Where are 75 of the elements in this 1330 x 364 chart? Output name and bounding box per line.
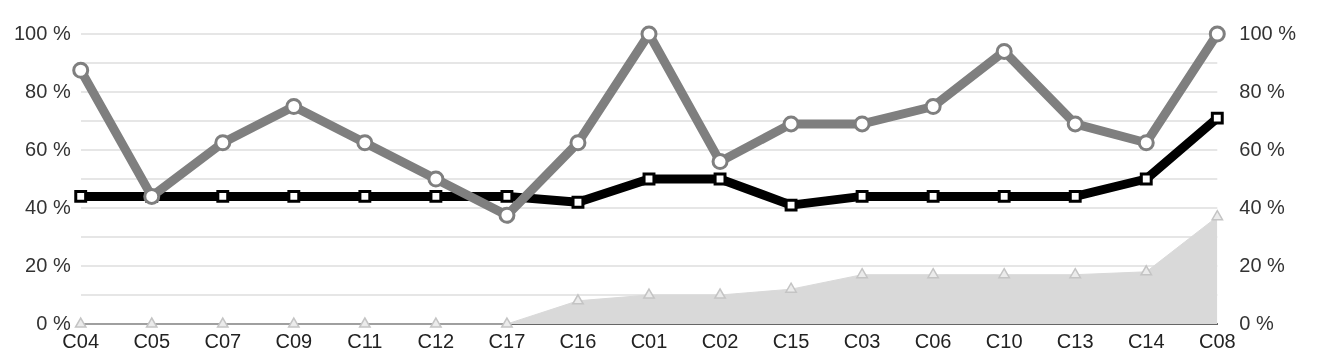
x-tick-label: C14 [1127,329,1165,352]
point [1066,115,1084,133]
point [926,189,940,203]
point [145,317,158,328]
y-tick-label: 40 % [25,195,71,218]
y2-tick-label: 100 % [1239,21,1297,44]
point [711,153,729,171]
point [358,189,372,203]
x-tick-label: C15 [772,329,810,352]
x-tick-label: C08 [1198,329,1236,352]
point [782,115,800,133]
point [500,317,513,328]
point [856,267,869,279]
y-tick-label: 60 % [25,137,71,160]
y-tick-label: 100 % [13,21,71,44]
y-tick-label: 80 % [25,79,71,102]
point [216,189,230,203]
y2-tick-label: 40 % [1239,195,1286,218]
x-tick-label: C17 [488,329,526,352]
y2-tick-label: 80 % [1239,79,1286,102]
point [427,170,445,188]
x-tick-label: C16 [559,329,597,352]
point [569,134,587,152]
point [1208,25,1226,43]
point [74,317,87,328]
point [997,189,1011,203]
point [287,189,301,203]
point [287,317,300,328]
x-tick-label: C12 [417,329,455,352]
x-tick-label: C05 [133,329,171,352]
point [429,189,443,203]
point [1069,267,1082,279]
point [1139,172,1153,186]
point [216,317,229,328]
point [429,317,442,328]
y2-tick-label: 60 % [1239,137,1286,160]
point [358,317,371,328]
point [995,42,1013,60]
y-tick-label: 20 % [25,253,71,276]
point [642,172,656,186]
point [853,115,871,133]
point [1211,209,1224,221]
point [1210,111,1224,125]
point [74,189,88,203]
point [714,288,726,299]
y2-tick-label: 20 % [1239,253,1286,276]
point [572,294,584,305]
point [785,282,798,293]
point [1068,189,1082,203]
x-tick-label: C06 [914,329,952,352]
point [500,189,514,203]
point [72,61,90,79]
point [498,206,516,224]
point [214,134,232,152]
x-tick-label: C01 [630,329,668,352]
point [924,98,942,115]
point [855,189,869,203]
point [998,267,1011,279]
point [927,267,940,279]
point [285,98,303,115]
x-tick-label: C02 [701,329,739,352]
point [1140,265,1153,276]
point [356,134,374,152]
point [571,195,585,209]
point [713,172,727,186]
point [1137,134,1155,152]
x-tick-label: C07 [204,329,242,352]
point [784,198,798,212]
x-tick-label: C11 [347,329,383,352]
x-tick-label: C13 [1056,329,1094,352]
x-tick-label: C09 [275,329,313,352]
y2-tick-label: 0 % [1239,311,1274,334]
x-tick-label: C10 [985,329,1023,352]
point [643,288,655,299]
x-tick-label: C03 [843,329,881,352]
